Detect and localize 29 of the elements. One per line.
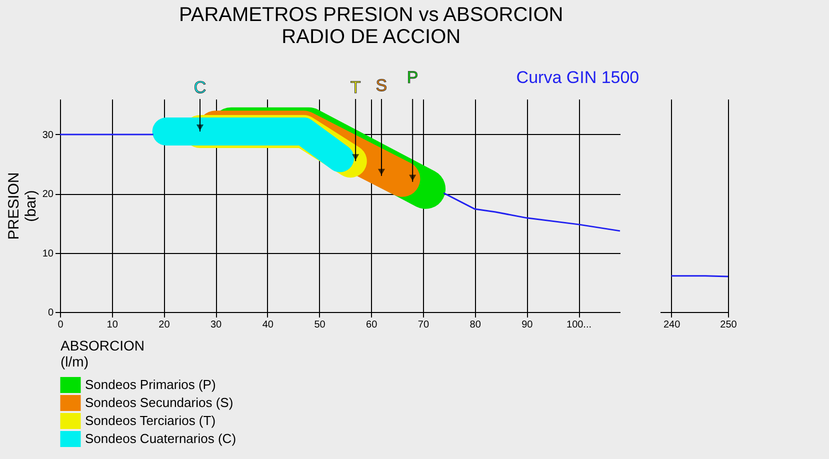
x-tick-label: 70 — [418, 320, 430, 330]
x-tick-label: 80 — [470, 320, 482, 330]
annotation: T — [350, 78, 361, 97]
x-tick-label: 30 — [210, 320, 222, 330]
legend-label: Sondeos Terciarios (T) — [85, 413, 216, 428]
x-tick-label: 0 — [58, 320, 64, 330]
text: Curva GIN 1500 — [516, 68, 640, 87]
chart-title: PARAMETROS PRESION vs ABSORCION RADIO DE ACCION — [179, 4, 564, 48]
annotation: S — [376, 76, 388, 95]
y-tick-label: 0 — [48, 308, 54, 318]
y-tick-label: 30 — [42, 130, 54, 141]
y-axis-title: PRESION (bar) — [5, 172, 40, 240]
x-tick-label: 240 — [663, 320, 681, 330]
x-tick-label: 20 — [158, 320, 170, 330]
annotation: C — [194, 78, 206, 97]
annotation: P — [406, 68, 418, 87]
x-tick-label: 90 — [522, 320, 534, 330]
x-tick-label: 100... — [566, 320, 592, 330]
x-tick-label: 50 — [314, 320, 326, 330]
legend-label: Sondeos Cuaternarios (C) — [85, 431, 236, 446]
x-tick-label: 60 — [366, 320, 378, 330]
legend-label: Sondeos Secundarios (S) — [85, 395, 234, 410]
x-tick-label: 10 — [106, 320, 118, 330]
x-tick-label: 40 — [262, 320, 274, 330]
legend-label: Sondeos Primarios (P) — [85, 377, 216, 392]
x-axis-title: ABSORCION (l/m) — [60, 338, 145, 370]
y-tick-label: 10 — [42, 248, 54, 260]
y-tick-label: 20 — [42, 189, 54, 200]
x-tick-label: 250 — [720, 320, 738, 330]
